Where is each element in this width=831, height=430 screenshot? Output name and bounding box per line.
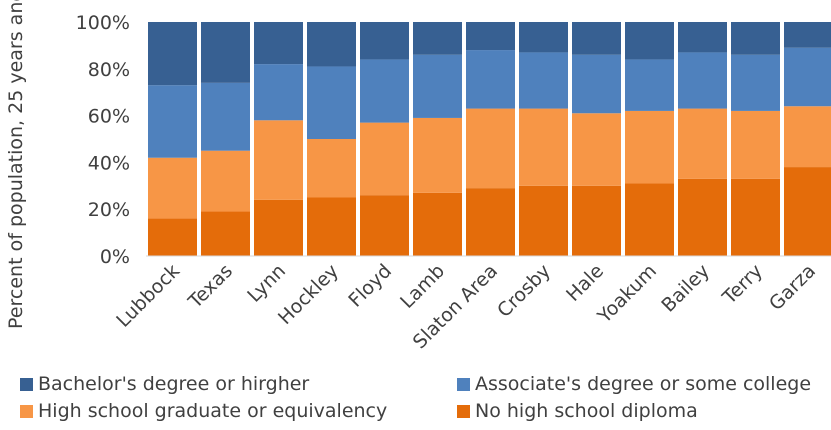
bar-segment — [731, 54, 780, 111]
bar-segment — [254, 22, 303, 65]
bar-segment — [466, 108, 515, 189]
bar-segment — [413, 117, 462, 193]
bar-segment — [678, 52, 727, 109]
legend-swatch-icon — [457, 404, 470, 418]
legend-label: No high school diploma — [475, 400, 698, 422]
bar-segment — [625, 59, 674, 111]
y-tick-label: 0% — [100, 246, 130, 268]
bar-segment — [466, 22, 515, 51]
bar-segment — [572, 54, 621, 114]
legend-label: High school graduate or equivalency — [38, 400, 388, 422]
y-tick-label: 60% — [88, 106, 130, 128]
bar-segment — [254, 64, 303, 121]
bar-segment — [572, 113, 621, 186]
bar-segment — [572, 185, 621, 256]
bar-segment — [307, 66, 356, 139]
legend-label: Associate's degree or some college — [475, 373, 812, 395]
legend-swatch-icon — [457, 377, 470, 391]
bar-segment — [413, 54, 462, 118]
bar-segment — [731, 22, 780, 55]
bar-segment — [625, 183, 674, 256]
y-axis-label: Percent of population, 25 years and olde… — [5, 0, 27, 329]
bar-segment — [784, 22, 831, 48]
legend: Bachelor's degree or hirgher Associate's… — [0, 365, 831, 425]
x-tick-label: Bailey — [657, 260, 714, 317]
legend-item-no-diploma: No high school diploma — [457, 400, 698, 422]
legend-item-associates: Associate's degree or some college — [457, 373, 811, 395]
bar-segment — [413, 22, 462, 55]
bar-segment — [466, 188, 515, 256]
bar-segment — [519, 185, 568, 256]
x-tick-label: Terry — [718, 260, 767, 309]
bar-segment — [360, 195, 409, 256]
bar-segment — [784, 106, 831, 168]
x-tick-label: Yoakum — [593, 260, 661, 328]
bar-segment — [678, 178, 727, 256]
bar-segment — [148, 157, 197, 219]
legend-label: Bachelor's degree or hirgher — [38, 373, 310, 395]
bar-segment — [413, 192, 462, 256]
bar-segment — [201, 150, 250, 212]
bar-segment — [148, 218, 197, 256]
x-tick-label: Hale — [562, 260, 608, 306]
bar-segment — [678, 108, 727, 179]
y-tick-label: 40% — [88, 152, 130, 174]
legend-item-high-school: High school graduate or equivalency — [20, 400, 387, 422]
bar-segment — [254, 199, 303, 256]
x-tick-label: Lynn — [243, 260, 290, 307]
x-tick-label: Crosby — [493, 260, 555, 322]
bar-segment — [731, 178, 780, 256]
bar-segment — [201, 22, 250, 83]
bar-segment — [519, 108, 568, 186]
bar-segment — [148, 22, 197, 86]
bar-segment — [678, 22, 727, 53]
bar-segment — [307, 197, 356, 256]
y-tick-label: 80% — [88, 59, 130, 81]
y-tick-label: 20% — [88, 199, 130, 221]
y-axis-ticks: 0% 20% 40% 60% 80% 100% — [76, 12, 130, 268]
bar-segment — [625, 110, 674, 184]
legend-item-bachelors: Bachelor's degree or hirgher — [20, 373, 309, 395]
bar-segment — [360, 122, 409, 196]
bar-segment — [307, 139, 356, 198]
bar-segment — [360, 22, 409, 60]
bars-group — [148, 22, 831, 256]
bar-segment — [519, 22, 568, 53]
bar-segment — [201, 82, 250, 151]
bar-segment — [731, 110, 780, 179]
bar-segment — [254, 120, 303, 200]
bar-segment — [360, 59, 409, 123]
x-tick-label: Garza — [765, 260, 820, 315]
bar-segment — [148, 85, 197, 158]
x-tick-label: Texas — [184, 260, 237, 313]
x-tick-label: Lubbock — [112, 260, 184, 332]
bar-segment — [519, 52, 568, 109]
legend-swatch-icon — [20, 404, 33, 418]
bar-segment — [784, 167, 831, 256]
bar-segment — [784, 47, 831, 107]
y-tick-label: 100% — [76, 12, 130, 34]
bar-segment — [201, 211, 250, 256]
x-tick-label: Floyd — [344, 260, 396, 312]
bar-segment — [572, 22, 621, 55]
bar-segment — [466, 50, 515, 109]
legend-swatch-icon — [20, 377, 33, 391]
bar-segment — [307, 22, 356, 67]
bar-segment — [625, 22, 674, 60]
